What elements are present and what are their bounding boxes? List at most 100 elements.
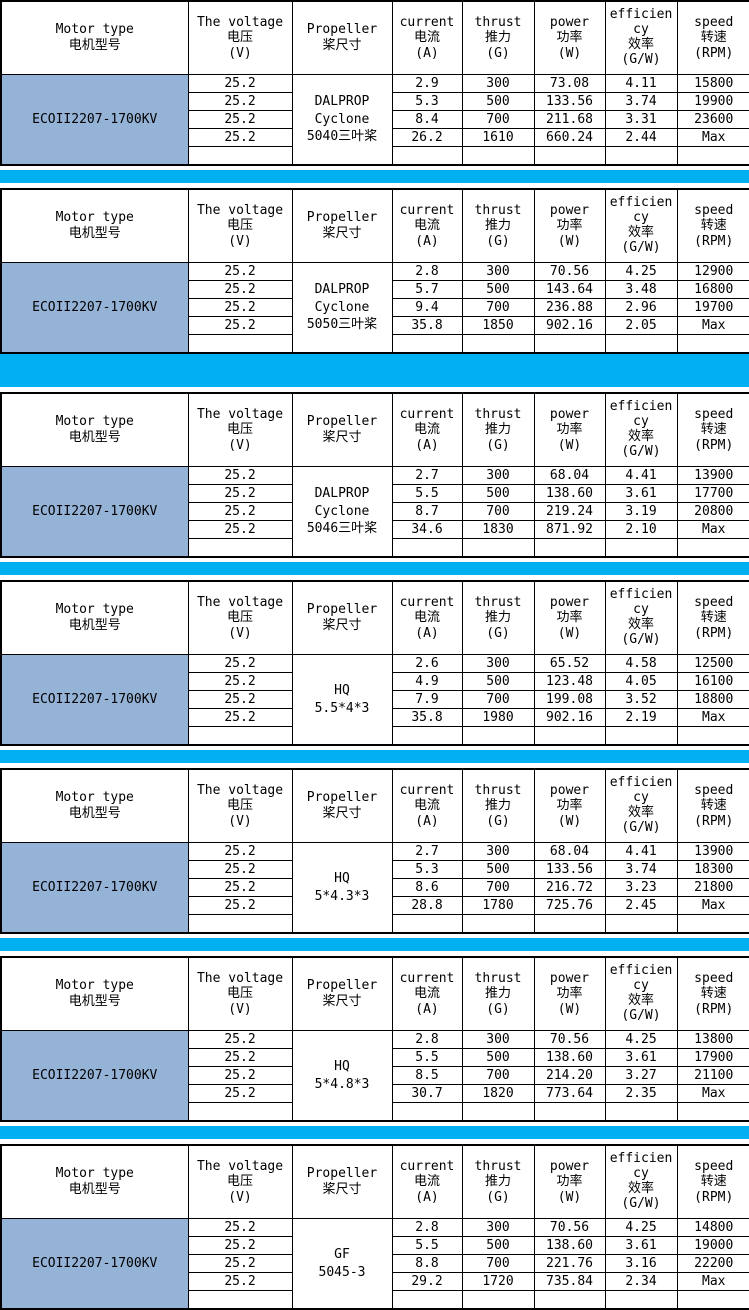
- header-propeller-line: 桨尺寸: [293, 618, 392, 634]
- header-current-line: current: [393, 1159, 462, 1175]
- empty-cell: [605, 147, 677, 166]
- header-thrust-line: (G): [463, 438, 534, 454]
- separator-bar: [0, 938, 749, 951]
- header-thrust-line: (G): [463, 814, 534, 830]
- current-cell: 8.8: [392, 1255, 462, 1273]
- header-thrust-line: 推力: [463, 986, 534, 1002]
- header-current-line: current: [393, 971, 462, 987]
- header-speed-line: (RPM): [678, 814, 749, 830]
- header-propeller-line: Propeller: [293, 602, 392, 618]
- header-power-line: 功率: [535, 422, 605, 438]
- header-current-line: (A): [393, 814, 462, 830]
- power-cell: 216.72: [534, 879, 605, 897]
- thrust-cell: 500: [462, 861, 534, 879]
- empty-cell: [462, 915, 534, 934]
- thrust-cell: 500: [462, 93, 534, 111]
- header-power-line: power: [535, 783, 605, 799]
- thrust-cell: 500: [462, 281, 534, 299]
- header-efficiency-line: efficien: [606, 400, 677, 415]
- motor-type-cell: ECOII2207-1700KV: [1, 75, 188, 166]
- current-cell: 8.4: [392, 111, 462, 129]
- empty-cell: [392, 147, 462, 166]
- speed-cell: Max: [677, 1085, 749, 1103]
- efficiency-cell: 2.19: [605, 709, 677, 727]
- header-power-line: (W): [535, 438, 605, 454]
- empty-cell: [392, 1103, 462, 1122]
- thrust-cell: 700: [462, 299, 534, 317]
- speed-cell: 23600: [677, 111, 749, 129]
- header-efficiency-line: 效率: [606, 430, 677, 445]
- speed-cell: Max: [677, 521, 749, 539]
- empty-cell: [188, 1103, 292, 1122]
- header-power-line: power: [535, 595, 605, 611]
- header-thrust-line: 推力: [463, 422, 534, 438]
- empty-cell: [462, 727, 534, 746]
- efficiency-cell: 3.27: [605, 1067, 677, 1085]
- header-thrust-line: 推力: [463, 798, 534, 814]
- propeller-name-line: HQ: [293, 1058, 392, 1076]
- voltage-cell: 25.2: [188, 1219, 292, 1237]
- header-propeller-line: Propeller: [293, 1166, 392, 1182]
- thrust-cell: 500: [462, 1237, 534, 1255]
- speed-cell: 18800: [677, 691, 749, 709]
- header-voltage-line: The voltage: [189, 407, 292, 423]
- voltage-cell: 25.2: [188, 93, 292, 111]
- empty-cell: [605, 727, 677, 746]
- header-power-line: 功率: [535, 798, 605, 814]
- empty-cell: [462, 1103, 534, 1122]
- voltage-cell: 25.2: [188, 861, 292, 879]
- thrust-cell: 300: [462, 655, 534, 673]
- header-thrust-line: 推力: [463, 610, 534, 626]
- empty-cell: [392, 539, 462, 558]
- header-power-line: power: [535, 1159, 605, 1175]
- header-thrust-line: thrust: [463, 15, 534, 31]
- current-cell: 2.6: [392, 655, 462, 673]
- efficiency-cell: 4.11: [605, 75, 677, 93]
- header-current-line: 电流: [393, 986, 462, 1002]
- power-cell: 902.16: [534, 317, 605, 335]
- propeller-name-line: DALPROP: [293, 281, 392, 299]
- header-motor-line: Motor type: [2, 790, 188, 806]
- current-cell: 5.5: [392, 485, 462, 503]
- header-power-line: 功率: [535, 30, 605, 46]
- current-cell: 2.9: [392, 75, 462, 93]
- current-cell: 29.2: [392, 1273, 462, 1291]
- speed-cell: 15800: [677, 75, 749, 93]
- header-efficiency-line: cy: [606, 23, 677, 38]
- header-speed-line: speed: [678, 407, 749, 423]
- empty-cell: [392, 1291, 462, 1310]
- header-voltage-line: 电压: [189, 610, 292, 626]
- voltage-cell: 25.2: [188, 263, 292, 281]
- thrust-cell: 500: [462, 485, 534, 503]
- empty-cell: [188, 335, 292, 354]
- header-motor-line: Motor type: [2, 978, 188, 994]
- header-efficiency-line: 效率: [606, 226, 677, 241]
- header-efficiency-line: (G/W): [606, 445, 677, 460]
- power-cell: 660.24: [534, 129, 605, 147]
- separator-bar: [0, 170, 749, 183]
- header-speed-line: (RPM): [678, 1002, 749, 1018]
- voltage-cell: 25.2: [188, 673, 292, 691]
- header-voltage-line: The voltage: [189, 203, 292, 219]
- empty-cell: [534, 1291, 605, 1310]
- header-current-line: 电流: [393, 422, 462, 438]
- speed-cell: 12500: [677, 655, 749, 673]
